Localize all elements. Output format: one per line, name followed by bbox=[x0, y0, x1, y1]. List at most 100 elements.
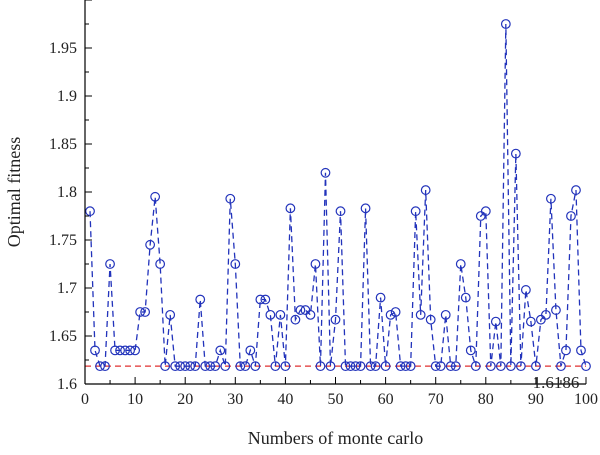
y-tick-label: 1.75 bbox=[49, 232, 77, 249]
data-point bbox=[455, 259, 466, 269]
data-point bbox=[485, 361, 496, 372]
data-point bbox=[576, 345, 586, 356]
data-point bbox=[235, 361, 246, 372]
x-axis-title: Numbers of monte carlo bbox=[248, 428, 423, 448]
data-point bbox=[385, 309, 396, 320]
data-point bbox=[85, 206, 95, 217]
data-point bbox=[556, 361, 566, 372]
data-point bbox=[240, 361, 251, 372]
data-point bbox=[350, 361, 361, 372]
data-point bbox=[305, 309, 316, 320]
data-point bbox=[445, 361, 456, 372]
series-line bbox=[89, 23, 587, 367]
data-point bbox=[420, 185, 431, 195]
data-point bbox=[135, 307, 146, 317]
data-point bbox=[470, 361, 481, 372]
data-point bbox=[320, 167, 331, 178]
data-point bbox=[375, 292, 386, 303]
data-point bbox=[546, 193, 556, 204]
data-point bbox=[260, 294, 271, 305]
data-point bbox=[335, 206, 346, 217]
data-point bbox=[175, 361, 186, 372]
y-tick-label: 1.65 bbox=[49, 328, 77, 345]
data-point bbox=[120, 345, 130, 356]
data-point bbox=[105, 259, 115, 269]
x-tick-label: 60 bbox=[378, 391, 394, 408]
data-point bbox=[170, 361, 181, 372]
x-tick-label: 40 bbox=[277, 391, 293, 408]
data-point bbox=[571, 185, 581, 195]
data-point bbox=[380, 361, 391, 372]
x-tick-label: 100 bbox=[574, 391, 598, 408]
data-point bbox=[330, 314, 341, 325]
data-point bbox=[325, 361, 336, 372]
data-point bbox=[355, 361, 366, 372]
y-tick-label: 1.95 bbox=[49, 40, 77, 57]
data-point bbox=[280, 361, 291, 372]
data-point bbox=[140, 307, 151, 317]
data-point bbox=[410, 206, 421, 217]
data-point bbox=[465, 345, 476, 356]
y-tick-label: 1.8 bbox=[57, 184, 77, 201]
x-tick-label: 70 bbox=[428, 391, 444, 408]
data-point bbox=[190, 361, 201, 372]
x-tick-label: 0 bbox=[81, 391, 89, 408]
data-point bbox=[490, 316, 501, 327]
data-point bbox=[430, 361, 441, 372]
data-point bbox=[160, 361, 171, 372]
data-point bbox=[480, 206, 491, 217]
x-tick-label: 20 bbox=[177, 391, 193, 408]
data-point bbox=[561, 345, 571, 356]
data-point bbox=[265, 309, 276, 320]
data-point bbox=[115, 345, 125, 356]
data-point bbox=[285, 203, 296, 214]
data-point bbox=[125, 345, 135, 356]
data-point bbox=[566, 211, 576, 221]
data-point bbox=[395, 361, 406, 372]
data-point bbox=[581, 361, 591, 372]
y-tick-label: 1.85 bbox=[49, 136, 77, 153]
data-point bbox=[275, 309, 286, 320]
data-point bbox=[440, 309, 451, 320]
data-point bbox=[360, 203, 371, 214]
data-point bbox=[400, 361, 411, 372]
data-point bbox=[155, 259, 166, 269]
data-point bbox=[225, 193, 236, 204]
data-point bbox=[165, 309, 176, 320]
data-point bbox=[255, 294, 266, 305]
data-point bbox=[460, 292, 471, 303]
data-point bbox=[300, 305, 311, 315]
data-point bbox=[370, 361, 381, 372]
y-axis-title: Optimal fitness bbox=[4, 137, 24, 248]
data-point bbox=[525, 316, 536, 327]
data-point bbox=[245, 345, 256, 356]
data-point bbox=[551, 305, 561, 315]
x-tick-label: 30 bbox=[227, 391, 243, 408]
data-point bbox=[500, 19, 511, 29]
data-point bbox=[345, 361, 356, 372]
data-point bbox=[531, 361, 541, 372]
data-point bbox=[290, 314, 301, 325]
data-point bbox=[515, 361, 526, 372]
data-point bbox=[100, 361, 110, 372]
data-point bbox=[510, 148, 521, 159]
data-point bbox=[541, 309, 551, 320]
data-point bbox=[520, 285, 531, 295]
data-point bbox=[180, 361, 191, 372]
axes-group: 0 10 20 30 40 50 60 70 80 90 100 1.6 1.65 1.7 1.75 1.8 1… bbox=[49, 0, 598, 408]
data-point bbox=[220, 361, 231, 372]
data-point bbox=[365, 361, 376, 372]
data-point bbox=[210, 361, 221, 372]
x-tick-label: 80 bbox=[478, 391, 494, 408]
data-point bbox=[150, 191, 161, 202]
data-point bbox=[200, 361, 211, 372]
data-point bbox=[95, 361, 105, 372]
data-point bbox=[390, 307, 401, 317]
y-tick-label: 1.6 bbox=[57, 376, 77, 393]
data-point bbox=[425, 314, 436, 325]
y-tick-label: 1.7 bbox=[57, 280, 77, 297]
data-point bbox=[415, 309, 426, 320]
data-point bbox=[230, 259, 241, 269]
data-point bbox=[495, 361, 506, 372]
